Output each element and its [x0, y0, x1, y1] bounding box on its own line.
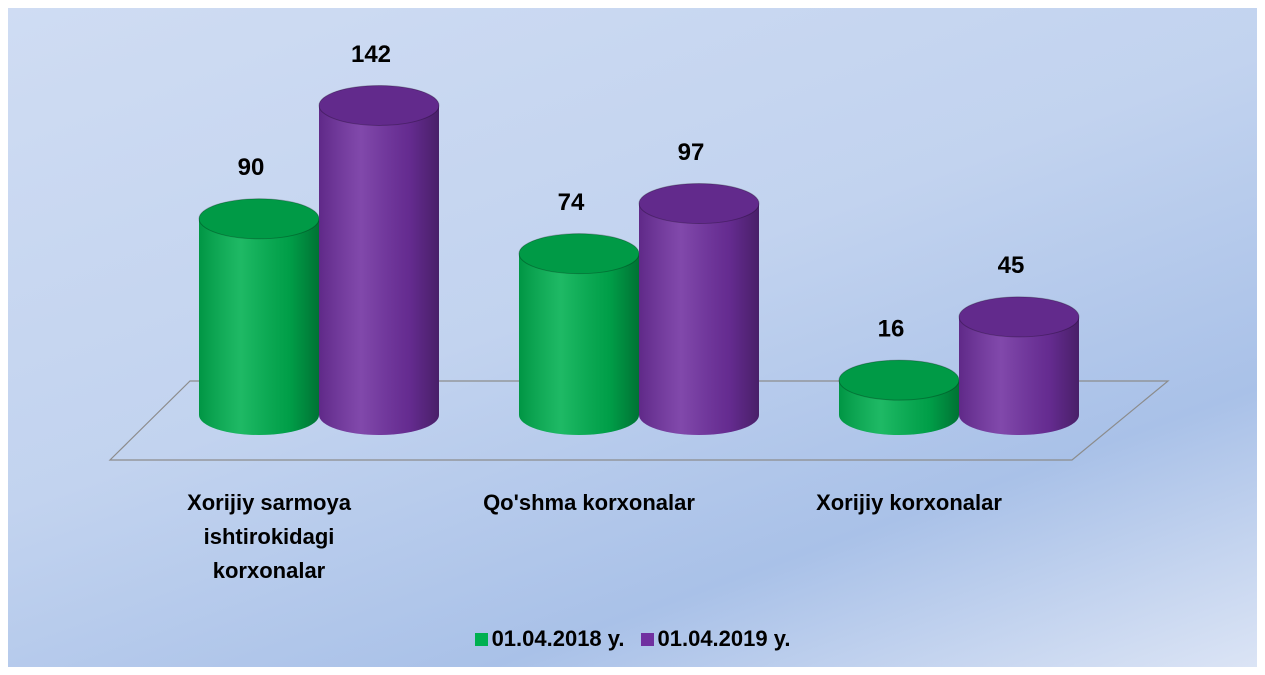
legend-item: 01.04.2019 y. [640, 626, 791, 652]
cylinder-top [958, 296, 1080, 338]
cylinder-top [638, 183, 760, 225]
x-tick-label: Xorijiy sarmoya ishtirokidagi korxonalar [187, 490, 351, 583]
legend-label: 01.04.2019 y. [657, 626, 791, 651]
x-tick-label: Qo'shma korxonalar [483, 490, 695, 515]
legend-item: 01.04.2018 y. [474, 626, 625, 652]
cylinder-top-shade [519, 233, 639, 274]
cylinder-shade [959, 316, 1079, 435]
cylinder-shade [639, 203, 759, 435]
value-label: 142 [351, 41, 391, 68]
value-label: 90 [238, 154, 265, 181]
legend-swatch [474, 633, 488, 646]
cylinder-top-shade [639, 183, 759, 224]
value-label: 74 [558, 189, 585, 216]
cylinder-top-shade [839, 360, 959, 401]
cylinder-shade [319, 105, 439, 435]
cylinder-top-shade [199, 198, 319, 239]
legend: 01.04.2018 y. 01.04.2019 y. [0, 626, 1265, 652]
cylinder-shade [199, 218, 319, 435]
value-label: 97 [678, 139, 705, 166]
value-label: 45 [998, 252, 1025, 279]
legend-label: 01.04.2018 y. [491, 626, 625, 651]
cylinder-shade [519, 253, 639, 435]
cylinder-top-shade [319, 85, 439, 126]
cylinder-top [318, 84, 440, 126]
cylinder-top-shade [959, 296, 1079, 337]
legend-swatch [640, 633, 654, 646]
x-tick-label: Xorijiy korxonalar [816, 490, 1002, 515]
value-label: 16 [878, 315, 905, 342]
